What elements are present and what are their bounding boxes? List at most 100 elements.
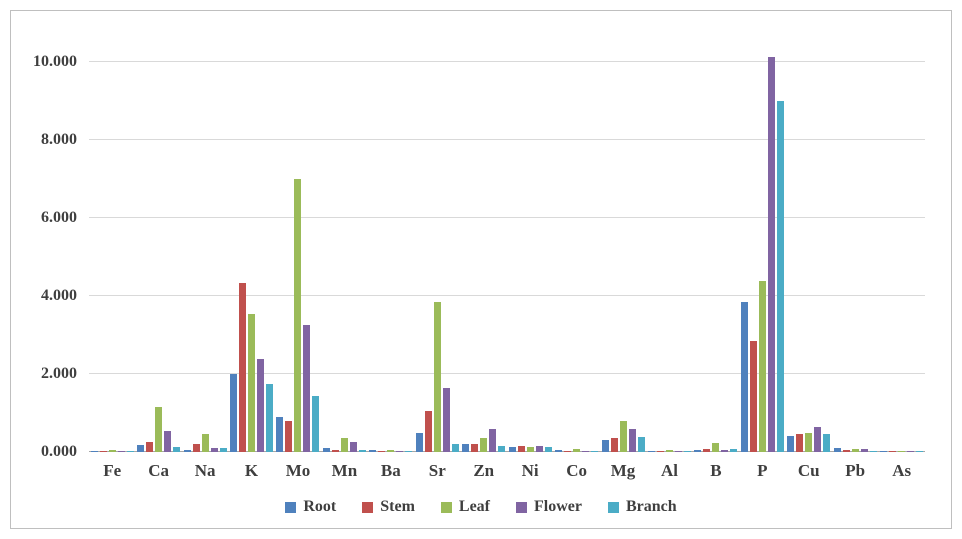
x-tick-label-as: As (892, 461, 912, 480)
bar-stem-fe (99, 450, 107, 452)
bar-root-mg (601, 440, 609, 452)
bar-root-na (183, 450, 191, 452)
bar-leaf-cu (805, 432, 813, 452)
x-tick-label-zn: Zn (473, 461, 495, 480)
bar-flower-cu (814, 426, 822, 452)
bar-group-al (646, 43, 692, 452)
y-tick-label: 0.000 (41, 443, 77, 460)
plot-area: 0.000 2.000 4.000 6.000 8.000 10.000 (33, 43, 925, 460)
gridline (89, 61, 925, 63)
x-tick-label-ca: Ca (148, 461, 170, 480)
gridline (89, 295, 925, 297)
bar-group-ca (135, 43, 181, 452)
x-tick-label-mn: Mn (331, 461, 358, 480)
bar-branch-pb (869, 450, 877, 452)
bar-stem-mn (331, 450, 339, 452)
bar-branch-p (776, 101, 784, 452)
bar-branch-co (591, 451, 599, 452)
bar-stem-p (749, 341, 757, 452)
bar-branch-ba (405, 451, 413, 452)
bar-stem-sr (424, 411, 432, 452)
bar-flower-al (674, 450, 682, 452)
legend-swatch-leaf (440, 501, 452, 513)
x-axis: Fe Ca Na K Mo Mn Ba Sr Zn Ni Co Mg Al B P Cu Pb As (89, 458, 925, 484)
bar-flower-k (257, 358, 265, 452)
bar-group-k (228, 43, 274, 452)
bar-stem-mo (285, 420, 293, 452)
bar-root-as (880, 451, 888, 452)
x-tick-label-cu: Cu (797, 461, 820, 480)
bar-flower-b (721, 450, 729, 452)
bar-leaf-fe (108, 450, 116, 452)
y-tick-label: 8.000 (41, 131, 77, 149)
bar-group-na (182, 43, 228, 452)
y-tick-label: 6.000 (41, 209, 77, 227)
bar-group-mo (275, 43, 321, 452)
x-tick-label-b: B (710, 461, 722, 480)
y-tick-label: 10.000 (33, 53, 77, 71)
bar-branch-cu (823, 434, 831, 452)
bar-flower-as (907, 450, 915, 452)
bar-branch-al (683, 451, 691, 452)
y-tick-label: 4.000 (41, 287, 77, 305)
legend-item-branch: Branch (607, 498, 677, 516)
bar-stem-zn (471, 444, 479, 452)
bar-root-k (230, 374, 238, 452)
bar-root-al (647, 451, 655, 452)
chart-border: 0.000 2.000 4.000 6.000 8.000 10.000 Fe Ca Na K M… (10, 10, 952, 529)
y-tick-label: 2.000 (41, 365, 77, 383)
x-tick-label-ba: Ba (380, 461, 401, 480)
bar-root-ni (508, 447, 516, 452)
bar-root-pb (833, 448, 841, 452)
bar-branch-ni (544, 447, 552, 452)
bar-leaf-na (201, 434, 209, 452)
bar-leaf-mo (294, 179, 302, 452)
bar-branch-as (916, 451, 924, 452)
bar-leaf-al (665, 450, 673, 452)
bar-stem-na (192, 444, 200, 452)
bar-flower-ni (535, 446, 543, 452)
bar-branch-mn (358, 450, 366, 452)
x-tick-label-k: K (244, 461, 259, 480)
bar-leaf-co (573, 448, 581, 452)
bar-leaf-pb (851, 448, 859, 452)
bar-root-mo (276, 416, 284, 452)
bar-branch-b (730, 448, 738, 452)
bar-flower-mg (628, 428, 636, 452)
x-axis-line (89, 451, 925, 452)
bar-leaf-ba (387, 450, 395, 452)
bar-leaf-b (712, 443, 720, 452)
bar-root-fe (90, 450, 98, 452)
bar-group-co (553, 43, 599, 452)
bar-leaf-ca (155, 407, 163, 452)
legend-item-stem: Stem (362, 498, 415, 516)
x-tick-label-na: Na (194, 461, 216, 480)
bar-stem-b (703, 448, 711, 452)
x-tick-label-mo: Mo (285, 461, 311, 480)
bar-stem-ni (517, 446, 525, 452)
bar-group-pb (832, 43, 878, 452)
legend-label-root: Root (303, 498, 337, 515)
bar-branch-k (266, 383, 274, 452)
legend-item-root: Root (285, 498, 336, 516)
x-tick-label-sr: Sr (428, 461, 446, 480)
bar-flower-ba (396, 450, 404, 452)
bar-leaf-p (758, 280, 766, 452)
bar-flower-ca (164, 430, 172, 452)
bar-group-p (739, 43, 785, 452)
bar-group-zn (461, 43, 507, 452)
legend-label-flower: Flower (534, 498, 582, 515)
bar-stem-ba (378, 450, 386, 452)
bars-row (89, 43, 925, 452)
bar-group-ni (507, 43, 553, 452)
bar-group-as (878, 43, 924, 452)
legend-swatch-flower (516, 501, 527, 513)
legend-item-leaf: Leaf (440, 498, 490, 516)
bar-root-zn (462, 444, 470, 452)
gridline (89, 217, 925, 219)
bar-branch-ca (173, 447, 181, 452)
bar-root-p (740, 302, 748, 452)
bar-branch-zn (498, 446, 506, 452)
bar-stem-ca (146, 442, 154, 452)
legend-swatch-branch (607, 501, 619, 513)
